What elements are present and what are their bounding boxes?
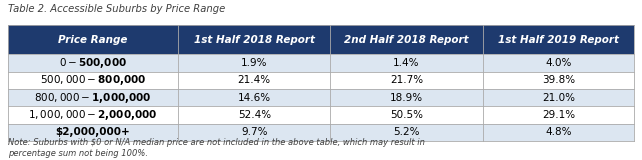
Bar bbox=[8, 89, 634, 106]
Text: 21.7%: 21.7% bbox=[390, 75, 423, 85]
Text: 21.0%: 21.0% bbox=[542, 93, 575, 103]
Text: 21.4%: 21.4% bbox=[238, 75, 271, 85]
Text: 29.1%: 29.1% bbox=[542, 110, 575, 120]
Text: $1,000,000-$2,000,000: $1,000,000-$2,000,000 bbox=[28, 108, 158, 122]
Bar bbox=[8, 106, 634, 124]
Text: Table 2. Accessible Suburbs by Price Range: Table 2. Accessible Suburbs by Price Ran… bbox=[8, 4, 225, 14]
Text: 1st Half 2019 Report: 1st Half 2019 Report bbox=[498, 35, 619, 45]
Text: 14.6%: 14.6% bbox=[238, 93, 271, 103]
Text: 5.2%: 5.2% bbox=[394, 127, 420, 137]
Text: 9.7%: 9.7% bbox=[241, 127, 268, 137]
Text: 39.8%: 39.8% bbox=[542, 75, 575, 85]
Text: 1.9%: 1.9% bbox=[241, 58, 268, 68]
Text: 2nd Half 2018 Report: 2nd Half 2018 Report bbox=[344, 35, 469, 45]
Text: Note: Suburbs with $0 or N/A median price are not included in the above table, w: Note: Suburbs with $0 or N/A median pric… bbox=[8, 138, 424, 158]
Text: 52.4%: 52.4% bbox=[238, 110, 271, 120]
Text: Price Range: Price Range bbox=[58, 35, 128, 45]
Text: 1st Half 2018 Report: 1st Half 2018 Report bbox=[194, 35, 315, 45]
Bar bbox=[8, 124, 634, 141]
Text: 18.9%: 18.9% bbox=[390, 93, 423, 103]
Text: $2,000,000+: $2,000,000+ bbox=[56, 127, 130, 137]
Text: $500,000-$800,000: $500,000-$800,000 bbox=[40, 73, 146, 87]
Text: $0-$500,000: $0-$500,000 bbox=[59, 56, 127, 70]
Bar bbox=[8, 72, 634, 89]
Bar bbox=[8, 25, 634, 54]
Bar bbox=[8, 54, 634, 72]
Text: $800,000-$1,000,000: $800,000-$1,000,000 bbox=[34, 91, 152, 105]
Text: 1.4%: 1.4% bbox=[394, 58, 420, 68]
Text: 4.0%: 4.0% bbox=[545, 58, 571, 68]
Text: 4.8%: 4.8% bbox=[545, 127, 572, 137]
Text: 50.5%: 50.5% bbox=[390, 110, 423, 120]
